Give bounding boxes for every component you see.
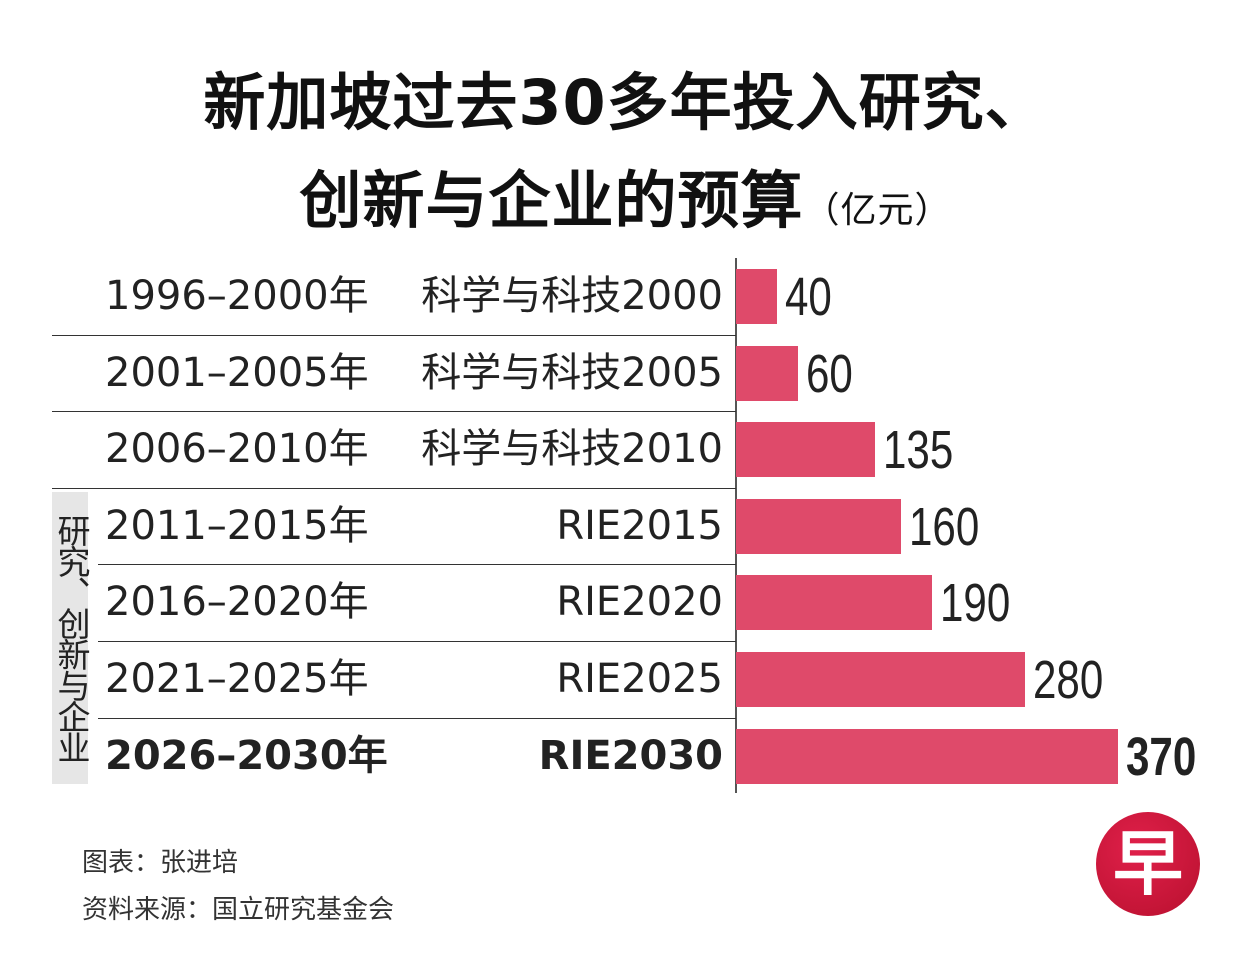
value-label: 280	[1033, 650, 1104, 710]
period-label: 2016–2020年	[105, 579, 369, 626]
program-label: RIE2020	[556, 579, 723, 626]
bar	[736, 422, 876, 478]
bar	[736, 575, 933, 631]
chart-credit: 图表：张进培	[82, 848, 239, 878]
value-label: 370	[1126, 726, 1197, 787]
bar-row: 1996–2000年 科学与科技2000 40	[0, 258, 1251, 335]
value-label: 60	[805, 343, 853, 404]
period-label: 2001–2005年	[105, 349, 369, 396]
bar	[736, 652, 1026, 707]
chart-title-line2: 创新与企业的预算（亿元）	[0, 150, 1251, 240]
value-label: 190	[940, 573, 1011, 634]
value-label: 160	[909, 496, 980, 557]
row-divider	[52, 487, 736, 489]
bar-row: 2026–2030年 RIE2030 370	[0, 717, 1251, 795]
bar-row: 2021–2025年 RIE2025 280	[0, 641, 1251, 718]
row-divider	[52, 334, 736, 336]
value-label: 135	[883, 420, 954, 481]
bar-row: 2001–2005年 科学与科技2005 60	[0, 334, 1251, 412]
period-label: 2006–2010年	[105, 426, 369, 473]
bar	[736, 498, 902, 554]
period-label: 2021–2025年	[105, 656, 369, 702]
rie-group-label: 研究、创新与企业	[52, 492, 91, 784]
chart-title-line1: 新加坡过去30多年投入研究、	[203, 66, 1048, 139]
value-label: 40	[785, 267, 833, 327]
row-divider	[98, 564, 736, 566]
program-label: 科学与科技2010	[421, 426, 723, 473]
program-label: 科学与科技2000	[421, 273, 723, 319]
bar	[736, 728, 1118, 784]
row-divider	[98, 641, 736, 642]
zaobao-logo-icon: 早	[1096, 812, 1200, 916]
program-label: RIE2015	[556, 502, 723, 549]
row-divider	[98, 717, 736, 719]
data-source: 资料来源：国立研究基金会	[82, 895, 395, 925]
chart-title-text: 创新与企业的预算	[299, 164, 804, 237]
bar-row: 2016–2020年 RIE2020 190	[0, 564, 1251, 641]
program-label: 科学与科技2005	[421, 349, 723, 396]
program-label: RIE2025	[556, 656, 723, 702]
unit-label: （亿元）	[803, 190, 952, 231]
bar	[736, 345, 798, 401]
bar-row: 2006–2010年 科学与科技2010 135	[0, 411, 1251, 488]
bar	[736, 269, 778, 324]
program-label: RIE2030	[538, 732, 723, 779]
period-label: 1996–2000年	[105, 273, 369, 319]
row-divider	[52, 411, 736, 413]
period-label: 2026–2030年	[105, 732, 388, 779]
bar-row: 2011–2015年 RIE2015 160	[0, 487, 1251, 565]
period-label: 2011–2015年	[105, 502, 369, 549]
